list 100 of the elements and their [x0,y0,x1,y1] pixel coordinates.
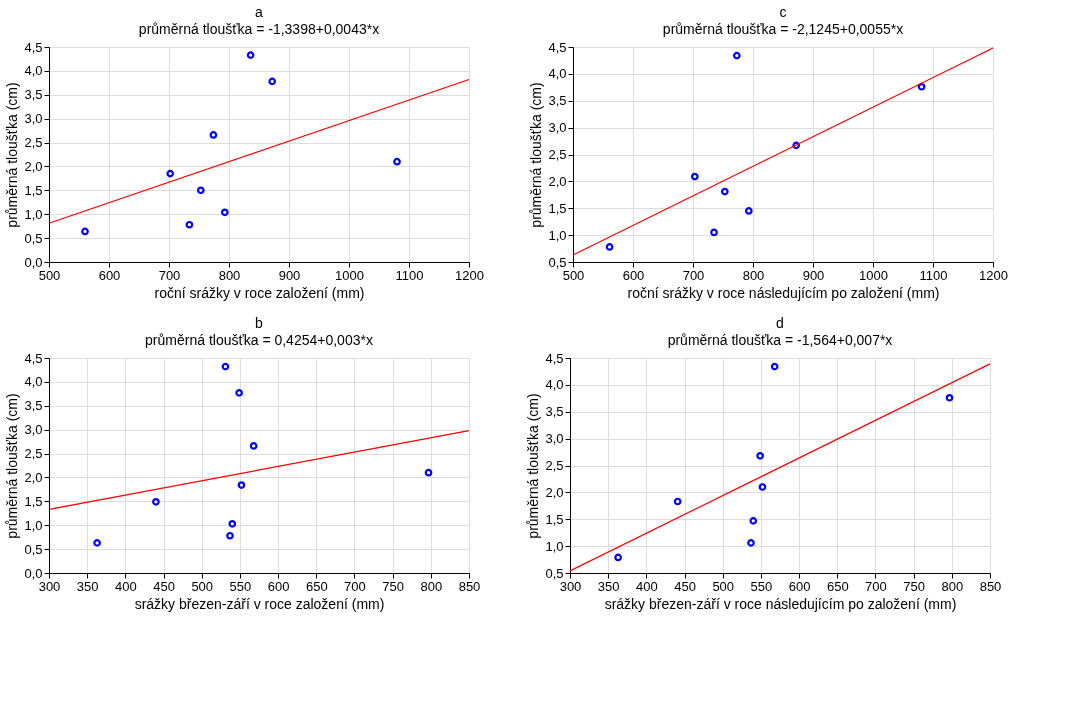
y-tick-label: 2,5 [545,458,564,473]
x-tick-label: 800 [420,578,443,594]
point [673,497,682,506]
x-tick-label: 400 [115,578,137,594]
x-tick-label: 1100 [919,267,948,283]
point [196,186,205,195]
point [228,519,237,528]
point [614,553,622,562]
chart-title: d [776,315,784,331]
x-tick-label: 400 [636,578,658,594]
y-tick-label: 1,0 [24,517,43,533]
point [770,362,779,371]
y-tick-label: 0,5 [24,541,43,557]
x-tick-label: 500 [712,578,735,594]
x-tick-label: 700 [682,267,705,283]
point [732,51,741,60]
y-tick-label: 1,0 [24,206,43,222]
y-tick-label: 0,5 [548,254,567,270]
y-tick-label: 1,0 [545,538,564,554]
point [152,497,160,506]
point [249,442,258,450]
y-tick-label: 1,5 [548,200,567,216]
point [744,207,753,215]
point [93,539,101,547]
chart-subtitle: průměrná tloušťka = -2,1245+0,0055*x [662,21,904,37]
x-tick-label: 750 [903,578,925,594]
x-axis-title: srážky březen-září v roce založení (mm) [134,595,385,612]
y-tick-label: 1,5 [24,493,43,509]
x-tick-label: 700 [865,578,887,594]
point [393,157,401,166]
x-tick-label: 1000 [859,267,888,283]
x-tick-label: 600 [267,578,290,594]
y-tick-label: 2,0 [24,469,43,485]
y-tick-label: 2,0 [24,158,43,174]
y-tick-label: 0,5 [24,230,43,246]
chart-title: b [255,315,264,331]
y-tick-label: 3,5 [545,404,564,420]
y-tick-label: 1,5 [24,182,43,198]
y-tick-label: 4,5 [548,39,567,55]
x-tick-label: 1000 [335,267,364,283]
x-tick-label: 900 [278,267,301,283]
x-tick-label: 600 [98,267,121,283]
x-tick-label: 600 [788,578,811,594]
chart-subtitle: průměrná tloušťka = -1,564+0,007*x [667,332,893,348]
y-tick-label: 1,0 [548,227,567,243]
x-tick-label: 700 [344,578,366,594]
y-tick-label: 3,0 [545,431,564,447]
x-tick-label: 850 [458,578,481,594]
point [221,362,230,371]
point [710,228,718,237]
y-tick-label: 0,5 [545,565,564,581]
y-axis-title: průměrná tloušťka (cm) [4,82,21,228]
x-tick-label: 900 [802,267,825,283]
x-tick-label: 500 [38,267,61,283]
y-tick-label: 0,0 [24,565,43,581]
x-tick-label: 1100 [395,267,424,283]
x-axis-title: roční srážky v roce následujícím po založení (mm) [627,284,940,301]
y-tick-label: 3,0 [24,422,43,438]
y-tick-label: 4,5 [545,350,564,366]
y-tick-label: 4,5 [24,39,43,55]
point [605,243,614,251]
x-tick-label: 650 [826,578,849,594]
x-tick-label: 600 [622,267,645,283]
x-tick-label: 650 [305,578,328,594]
x-tick-label: 450 [153,578,175,594]
y-tick-label: 1,5 [545,511,564,527]
y-tick-label: 3,5 [548,93,567,109]
y-tick-label: 0,0 [24,254,43,270]
point [246,51,255,59]
point [747,539,755,547]
chart-subtitle: průměrná tloušťka = 0,4254+0,003*x [145,332,373,348]
point [235,389,243,397]
y-tick-label: 3,0 [548,120,567,136]
y-tick-label: 4,0 [24,374,43,390]
point [756,451,764,460]
x-tick-label: 300 [38,578,61,594]
x-tick-label: 800 [218,267,241,283]
point [185,220,194,229]
y-tick-label: 3,0 [24,111,43,127]
y-tick-label: 2,5 [24,446,43,462]
x-tick-label: 550 [750,578,773,594]
x-tick-label: 800 [742,267,765,283]
point [81,227,89,236]
point [226,531,234,540]
y-tick-label: 4,0 [545,377,564,393]
x-tick-label: 350 [597,578,620,594]
x-tick-label: 300 [559,578,582,594]
x-axis-title: srážky březen-září v roce následujícím po založení (mm) [604,595,957,612]
point [166,169,175,178]
point [268,77,277,86]
point [758,483,767,491]
y-tick-label: 4,5 [24,350,43,366]
x-tick-label: 450 [674,578,696,594]
y-tick-label: 2,0 [548,173,567,189]
x-tick-label: 500 [562,267,585,283]
y-axis-title: průměrná tloušťka (cm) [525,393,542,539]
y-tick-label: 3,5 [24,398,43,414]
x-tick-label: 800 [941,578,964,594]
chart-title: a [255,4,264,20]
x-tick-label: 1200 [979,267,1008,283]
